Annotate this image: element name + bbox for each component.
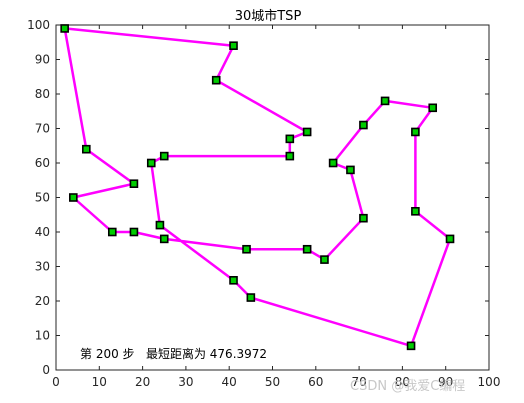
city-point [445,234,455,244]
city-point [411,207,420,216]
city-point [155,220,165,230]
city-point [129,179,139,188]
city-point [211,75,221,85]
city-point [359,213,368,223]
city-point [159,234,169,244]
route-annotation: 第 200 步 最短距离为 476.3972 [80,346,267,361]
city-point [302,127,312,137]
city-point [60,24,69,33]
plot-area [55,24,490,371]
x-tick-label: 50 [265,375,280,389]
city-point [320,255,329,264]
city-point [159,151,169,161]
y-tick-label: 20 [35,294,50,308]
x-tick-label: 10 [92,375,107,389]
x-tick-label: 90 [438,375,453,389]
city-point [229,41,238,51]
x-tick-label: 40 [222,375,237,389]
city-point [229,275,238,285]
city-point [246,293,256,302]
x-tick-label: 100 [478,375,501,389]
y-tick-label: 50 [35,191,50,205]
x-axis-ticks: 0 10 20 30 40 50 60 70 80 90 100 [52,25,500,389]
y-tick-label: 0 [42,363,50,377]
x-tick-label: 0 [52,375,60,389]
x-tick-label: 30 [178,375,193,389]
x-tick-label: 70 [351,375,366,389]
y-tick-label: 90 [35,53,50,67]
city-point [285,151,295,161]
city-point [428,103,438,113]
route-series [60,24,455,351]
city-point [242,244,251,254]
x-tick-label: 80 [395,375,410,389]
city-point [406,341,416,351]
x-tick-label: 60 [308,375,323,389]
y-tick-label: 100 [27,18,50,32]
y-axis-ticks: 0 10 20 30 40 50 60 70 80 90 100 [27,18,489,377]
city-point [129,227,139,237]
y-tick-label: 10 [35,329,50,343]
y-tick-label: 30 [35,260,50,274]
city-point [146,158,156,168]
y-tick-label: 40 [35,225,50,239]
city-point [82,144,91,154]
x-tick-label: 20 [135,375,150,389]
city-point [107,227,117,237]
watermark: CSDN @我爱C编程 [350,379,465,394]
city-point [346,165,355,175]
y-tick-label: 80 [35,87,50,101]
city-point [285,134,295,144]
chart-title: 30城市TSP [235,8,302,24]
city-point [69,193,78,202]
y-tick-label: 60 [35,156,50,170]
city-point [328,158,338,168]
city-point [359,120,368,130]
city-point [380,96,390,106]
city-point [302,244,312,254]
y-tick-label: 70 [35,122,50,136]
city-point [411,127,420,137]
